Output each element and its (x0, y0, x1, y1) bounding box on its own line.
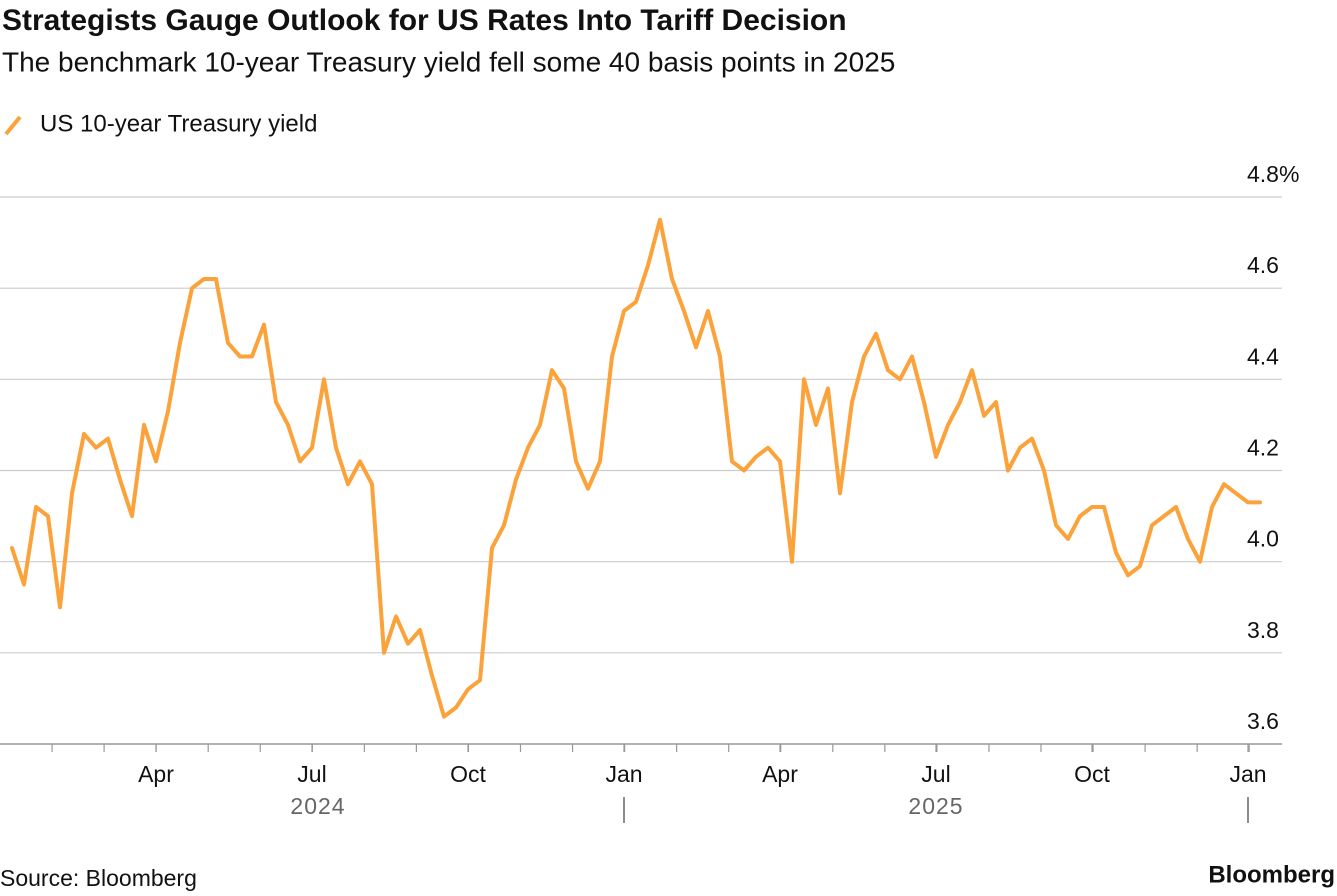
y-tick-label: 4.4 (1247, 343, 1279, 369)
x-tick-label: Jul (297, 761, 326, 787)
x-tick-label: Apr (138, 761, 174, 787)
x-tick-label: Jan (605, 761, 642, 787)
y-tick-label: 4.6 (1247, 252, 1279, 278)
x-tick-label: Oct (450, 761, 486, 787)
data-line (10, 217, 1262, 719)
y-tick-label: 3.8 (1247, 617, 1279, 643)
x-tick-label: Apr (762, 761, 798, 787)
legend-label: US 10-year Treasury yield (40, 110, 317, 137)
y-tick-label: 4.0 (1247, 526, 1279, 552)
y-tick-label: 3.6 (1247, 708, 1279, 734)
x-tick-label: Jan (1229, 761, 1266, 787)
y-tick-label: 4.8% (1247, 161, 1299, 187)
source: Source: Bloomberg (0, 865, 197, 891)
year-label: 2024 (290, 793, 345, 819)
x-tick-label: Oct (1074, 761, 1110, 787)
brand: Bloomberg (1208, 861, 1335, 888)
chart-subtitle: The benchmark 10-year Treasury yield fel… (2, 46, 895, 77)
y-tick-label: 4.2 (1247, 435, 1279, 461)
chart-title: Strategists Gauge Outlook for US Rates I… (2, 4, 847, 37)
year-label: 2025 (908, 793, 963, 819)
x-tick-label: Jul (921, 761, 950, 787)
legend-swatch (4, 115, 22, 136)
